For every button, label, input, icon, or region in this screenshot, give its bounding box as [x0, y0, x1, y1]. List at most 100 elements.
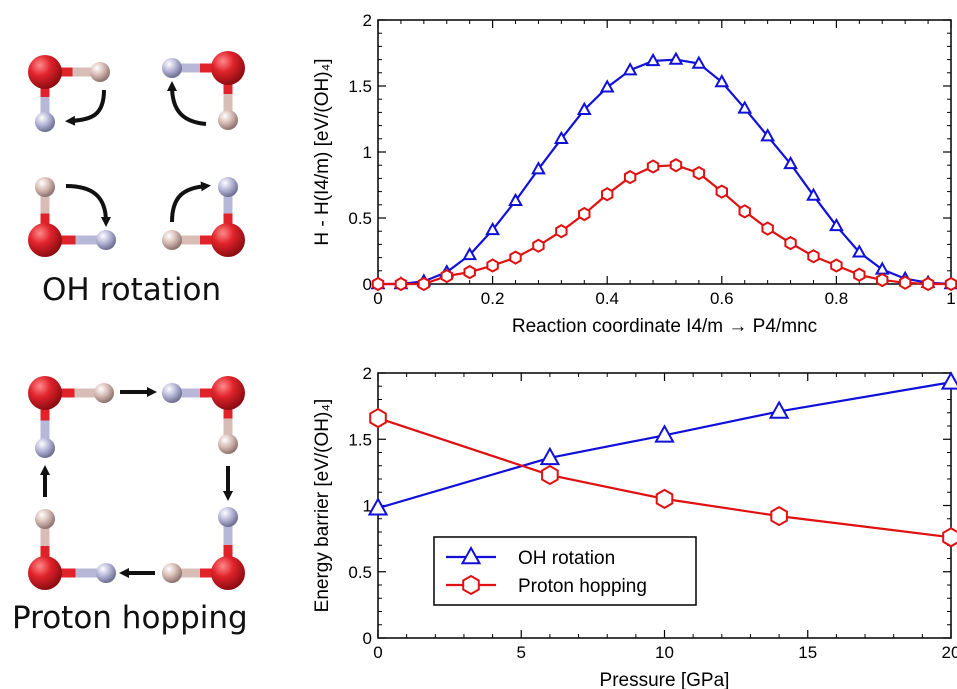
legend-box: [433, 536, 697, 606]
data-point: [532, 238, 545, 253]
data-point: [806, 187, 821, 201]
data-point: [784, 235, 797, 251]
data-point: [463, 264, 476, 280]
y-axis-label: H - H(I4/m) [eV/(OH)₄]: [312, 58, 333, 245]
data-point: [828, 217, 844, 232]
oxygen-atom: [211, 376, 245, 410]
data-point: [416, 273, 432, 287]
x-tick-label: 10: [655, 643, 674, 662]
data-point: [920, 274, 936, 288]
x-axis-label: Pressure [GPa]: [600, 670, 730, 689]
rotation-caption: OH rotation: [42, 272, 222, 308]
data-point: [692, 165, 706, 181]
data-point: [553, 130, 569, 144]
hydrogen-atom: [218, 434, 238, 454]
data-point: [738, 204, 751, 219]
data-point: [944, 276, 957, 292]
reaction-path-chart: 0 0.2 0.4 0.6 0.8 1 0 0.5 1 1.5 2 Reaction coordina…: [312, 11, 957, 337]
data-point: [768, 400, 790, 419]
data-point: [853, 267, 866, 282]
arrow-icon: [65, 89, 106, 126]
data-point: [367, 497, 389, 516]
data-point: [668, 51, 684, 65]
y-tick-label: 2: [363, 11, 372, 30]
data-point: [921, 276, 935, 292]
series-oh-rotation: [367, 371, 957, 516]
data-point: [897, 270, 913, 284]
data-point: [539, 446, 561, 466]
data-point: [576, 101, 592, 115]
data-point: [578, 206, 591, 222]
data-point: [807, 249, 820, 264]
data-point: [669, 158, 683, 173]
data-point: [371, 276, 385, 292]
hydrogen-atom: [162, 383, 182, 403]
y-axis-label: Energy barrier [eV/(OH)₄]: [312, 399, 333, 613]
hydrogen-atom: [35, 509, 55, 529]
data-point: [654, 424, 675, 443]
x-tick-label: 1: [946, 289, 955, 308]
oxygen-atom: [28, 55, 62, 89]
hydrogen-atom: [218, 507, 238, 527]
arrow-icon: [170, 181, 211, 223]
x-tick-label: 20: [942, 643, 957, 662]
data-point: [874, 261, 890, 275]
series-line: [378, 58, 952, 286]
x-tick-label: 0: [373, 643, 382, 662]
data-point: [942, 527, 957, 548]
y-tick-label: 1: [363, 143, 372, 162]
y-tick-label: 0: [363, 275, 372, 294]
series-proton-hopping: [371, 158, 957, 292]
hydrogen-atom: [96, 563, 116, 583]
data-point: [486, 258, 499, 273]
data-point: [393, 275, 409, 290]
series-oh-rotation: [370, 51, 957, 290]
hydrogen-atom: [90, 62, 110, 82]
oxygen-atom: [28, 376, 62, 410]
x-tick-label: 0: [373, 289, 382, 308]
series-proton-hopping: [369, 407, 957, 548]
x-axis-label: Reaction coordinate I4/m → P4/mnc: [512, 316, 817, 337]
data-point: [462, 246, 478, 261]
legend-label: Proton hopping: [518, 576, 647, 597]
data-point: [623, 169, 637, 185]
data-point: [851, 244, 867, 258]
data-point: [485, 221, 501, 236]
data-point: [394, 276, 408, 292]
hydrogen-atom: [35, 177, 55, 197]
data-point: [509, 250, 522, 265]
data-point: [830, 258, 843, 273]
y-tick-label: 1.5: [348, 430, 372, 449]
x-tick-label: 15: [798, 643, 817, 662]
legend-label: OH rotation: [518, 548, 615, 569]
data-point: [655, 488, 674, 510]
hydrogen-atom: [94, 383, 114, 403]
data-point: [691, 55, 707, 69]
data-point: [622, 62, 638, 76]
x-tick-label: 0.2: [481, 289, 505, 308]
data-point: [645, 52, 661, 67]
data-point: [783, 155, 798, 170]
data-point: [770, 505, 788, 527]
x-tick-label: 0.8: [825, 289, 849, 308]
y-tick-label: 2: [363, 364, 372, 383]
arrow-icon: [167, 81, 207, 126]
data-point: [369, 407, 387, 429]
data-point: [417, 276, 431, 292]
arrow-icon: [65, 184, 111, 227]
data-point: [940, 371, 957, 390]
data-point: [439, 264, 455, 278]
data-point: [943, 275, 957, 290]
y-tick-label: 0.5: [348, 209, 372, 228]
y-tick-label: 0: [363, 629, 372, 648]
y-tick-label: 0.5: [348, 563, 372, 582]
data-point: [761, 221, 774, 236]
data-point: [508, 192, 523, 207]
series-line: [377, 417, 952, 539]
data-point: [646, 159, 660, 174]
y-tick-label: 1: [363, 497, 372, 516]
hydrogen-atom: [218, 177, 238, 197]
hydrogen-atom: [96, 230, 116, 250]
y-tick-label: 1.5: [348, 77, 372, 96]
data-point: [531, 161, 546, 175]
